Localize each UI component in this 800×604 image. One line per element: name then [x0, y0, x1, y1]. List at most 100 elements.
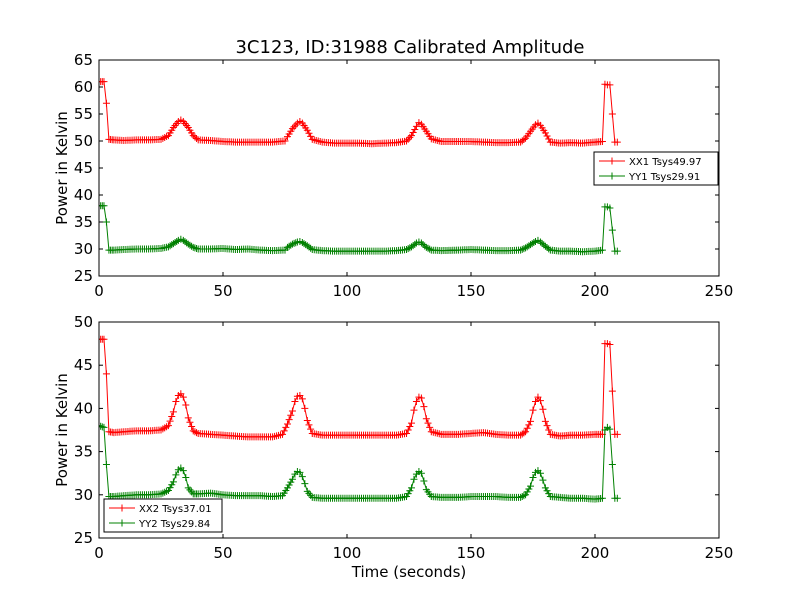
data-point [417, 469, 425, 477]
x-tick-label: 0 [94, 282, 104, 300]
y-tick-label: 45 [74, 356, 93, 374]
data-point [522, 491, 530, 499]
legend-item: YY1 Tsys29.91 [599, 172, 700, 183]
data-point [541, 484, 549, 492]
data-point [305, 129, 313, 137]
x-tick-label: 0 [94, 544, 104, 562]
series-1 [99, 335, 621, 441]
data-point [298, 473, 306, 481]
plot-area [99, 78, 621, 256]
data-point [406, 133, 414, 141]
data-point [529, 474, 537, 482]
subplot-1: 25 30 35 40 45 50 55 60 65 0 50 100 150 200 250 Power i… [53, 51, 733, 300]
data-point [424, 244, 432, 252]
data-point [281, 137, 289, 145]
data-point [301, 404, 309, 412]
data-point [193, 429, 201, 437]
legend-marker [608, 157, 616, 165]
data-point [608, 226, 616, 234]
data-point [287, 478, 295, 486]
data-point [517, 246, 525, 254]
x-tick-label: 50 [213, 544, 232, 562]
data-point [298, 395, 306, 403]
data-point [608, 387, 616, 395]
data-point [99, 422, 103, 430]
data-point [184, 414, 192, 422]
y-tick-label: 40 [74, 186, 93, 204]
data-point [410, 475, 418, 483]
data-point [287, 241, 295, 249]
data-point [288, 475, 296, 483]
data-point [520, 136, 528, 144]
series-2 [99, 202, 621, 256]
data-point [523, 488, 531, 496]
data-point [525, 421, 533, 429]
data-point [531, 397, 539, 405]
data-point [536, 397, 544, 405]
data-point [403, 429, 411, 437]
data-point [168, 412, 176, 420]
data-point [539, 405, 547, 413]
data-point [404, 490, 412, 498]
data-point [288, 125, 296, 133]
data-point [411, 240, 419, 248]
data-point [608, 461, 616, 469]
x-tick-label: 50 [213, 282, 232, 300]
data-point [164, 422, 172, 430]
data-point [422, 415, 430, 423]
data-point [169, 408, 177, 416]
data-point [193, 244, 201, 252]
data-point [102, 99, 110, 107]
data-point [189, 243, 197, 251]
legend-item: XX1 Tsys49.97 [599, 157, 702, 168]
y-tick-label: 55 [74, 105, 93, 123]
data-point [426, 423, 434, 431]
data-point [287, 411, 295, 419]
legend-box [593, 151, 719, 186]
data-point [403, 246, 411, 254]
data-point [168, 481, 176, 489]
data-point [543, 132, 551, 140]
data-point [406, 423, 414, 431]
data-point [518, 245, 526, 253]
data-point [529, 406, 537, 414]
x-tick-label: 250 [705, 282, 734, 300]
data-point [290, 123, 298, 131]
y-tick-label: 50 [74, 132, 93, 150]
y-tick-label: 35 [74, 213, 93, 231]
data-point [613, 247, 621, 255]
x-tick-label: 250 [705, 544, 734, 562]
data-point [288, 407, 296, 415]
data-point [285, 481, 293, 489]
y-axis-label: Power in Kelvin [53, 373, 71, 487]
data-point [520, 492, 528, 500]
data-point [417, 394, 425, 402]
x-tick-label: 200 [581, 544, 610, 562]
data-point [517, 493, 525, 501]
data-point [283, 420, 291, 428]
data-point [99, 423, 106, 431]
data-point [538, 239, 546, 247]
plot-area [99, 335, 621, 503]
data-point [292, 239, 300, 247]
data-point [518, 493, 526, 501]
data-point [102, 370, 110, 378]
data-point [303, 416, 311, 424]
plot-frame [98, 321, 720, 539]
legend-marker [608, 172, 616, 180]
data-point [606, 340, 614, 348]
data-point [598, 494, 606, 502]
data-point [291, 397, 299, 405]
legend-box [103, 498, 223, 533]
data-point [172, 471, 180, 479]
data-point [536, 238, 544, 246]
legend-item: XX2 Tsys37.01 [109, 504, 212, 515]
data-point [164, 486, 172, 494]
x-tick-label: 150 [457, 282, 486, 300]
data-point [539, 476, 547, 484]
data-point [520, 245, 528, 253]
legend-item: YY2 Tsys29.84 [109, 519, 210, 530]
data-point [191, 244, 199, 252]
